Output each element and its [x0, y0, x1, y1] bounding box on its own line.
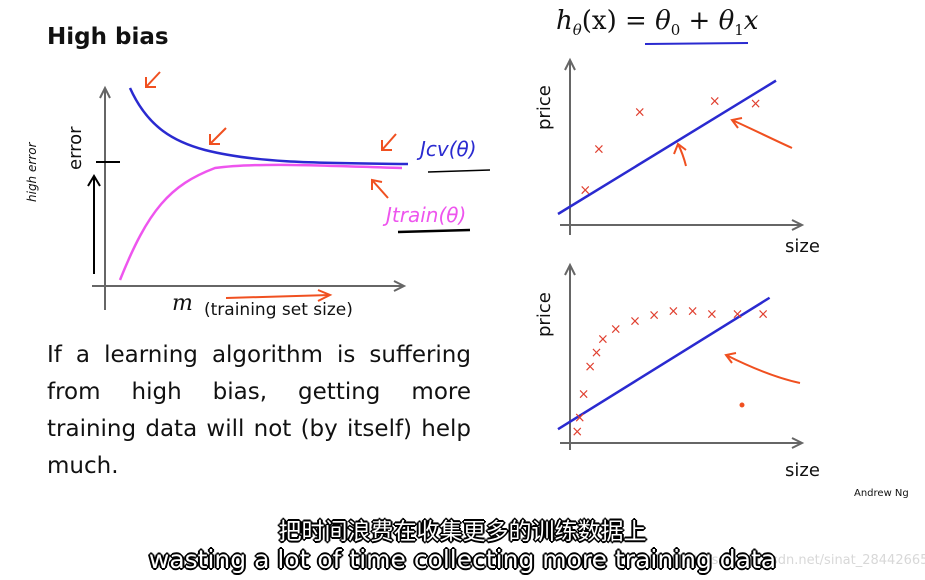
high-error-arrow-head [87, 174, 101, 187]
subtitle-english: wasting a lot of time collecting more tr… [148, 545, 777, 574]
scatter-chart-bottom: price size ×××××××× × × × × × × [534, 262, 820, 481]
train-curve-label: Jtrain(θ) [382, 203, 466, 227]
x-label-arrow [225, 294, 331, 299]
bottom-x-label: size [785, 460, 820, 481]
lc-y-label: error [65, 126, 86, 170]
bottom-data-point-9: × [668, 304, 680, 320]
cv-curve-label: Jcv(θ) [416, 137, 477, 161]
bottom-y-arrow [564, 262, 576, 276]
high-error-note: high error [25, 141, 39, 202]
bottom-x-arrow [791, 437, 805, 449]
slide-title: High bias [47, 24, 169, 50]
bottom-marks: ×××××××× × × × × × × [557, 296, 771, 440]
bottom-data-point-10: × [687, 304, 699, 320]
bottom-data-point-8: × [648, 308, 660, 324]
body-text: If a learning algorithm is suffering fro… [47, 342, 471, 479]
lc-y-arrow [99, 85, 111, 99]
top-annotation-arrows [673, 117, 793, 167]
top-data-point-4: × [750, 96, 762, 112]
bottom-data-point-12: × [732, 306, 744, 322]
bottom-data-point-13: × [757, 306, 769, 322]
bottom-data-point-3: × [584, 359, 596, 375]
bottom-y-label: price [534, 292, 555, 337]
train-label-underline [397, 228, 471, 234]
top-data-point-3: × [709, 93, 721, 109]
watermark: https://blog.csdn.net/sinat_28442665 [685, 553, 925, 568]
subtitle-chinese: 把时间浪费在收集更多的训练数据上 [278, 519, 647, 545]
top-marks: × × × × × [557, 79, 777, 216]
top-x-arrow [791, 219, 805, 231]
bottom-data-point-2: × [578, 387, 590, 403]
bottom-data-point-11: × [706, 306, 718, 322]
learning-curve-plot: high error error m (training set size) J… [25, 71, 491, 320]
hypothesis-formula: hθ(x) = θ0 + θ1x [556, 6, 759, 40]
cv-error-curve [128, 87, 409, 166]
cv-label-underline [427, 169, 491, 173]
x-label-arrow-head [317, 289, 333, 302]
top-data-point-1: × [593, 141, 605, 157]
scatter-chart-top: price size × × × × × [534, 57, 820, 257]
bottom-data-point-1: × [574, 410, 586, 426]
bottom-annotation-arrows [724, 352, 801, 408]
lc-x-label: (training set size) [204, 300, 353, 320]
top-y-label: price [534, 85, 555, 130]
top-y-arrow [564, 57, 576, 71]
bottom-data-point-5: × [597, 331, 609, 347]
lc-x-symbol: m [172, 291, 193, 316]
bottom-data-point-4: × [591, 345, 603, 361]
bottom-fit-line [557, 296, 771, 431]
lc-x-arrow [393, 280, 407, 292]
bottom-data-point-0: × [571, 424, 583, 440]
train-error-curve [118, 163, 403, 281]
annotation-arrows [145, 71, 397, 199]
formula-underline [644, 42, 749, 45]
top-data-point-0: × [579, 183, 591, 199]
author-credit: Andrew Ng [854, 488, 909, 499]
bottom-data-point-6: × [610, 322, 622, 338]
top-x-label: size [785, 236, 820, 257]
top-data-point-2: × [634, 104, 646, 120]
bottom-data-point-7: × [629, 313, 641, 329]
top-fit-line [557, 79, 777, 216]
